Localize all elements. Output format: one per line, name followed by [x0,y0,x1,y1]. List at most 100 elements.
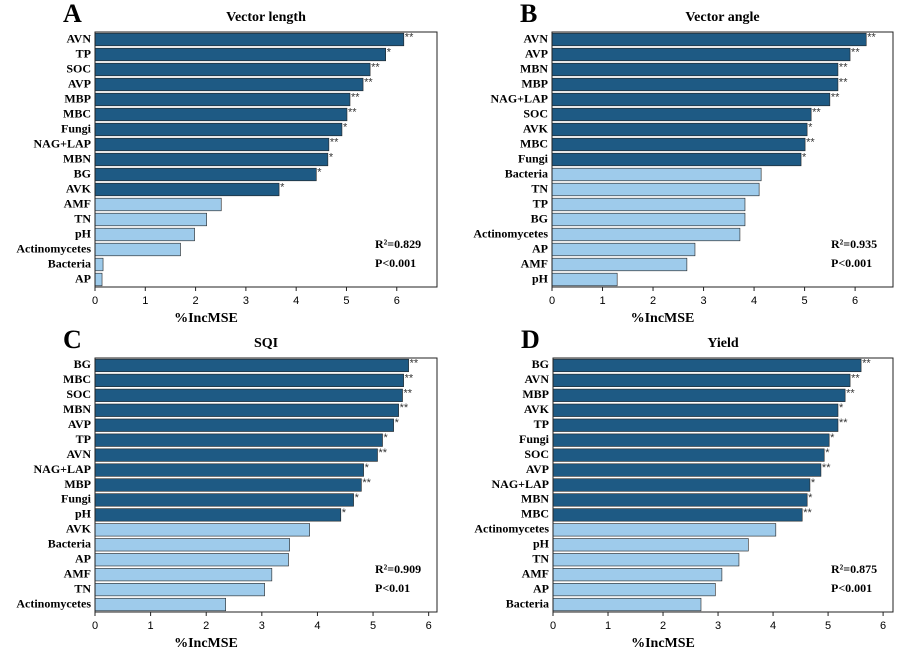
significance: ** [330,136,339,148]
bar [94,167,317,182]
category-label: NAG+LAP [490,91,548,105]
category-label: BG [531,211,548,225]
plot-frame [94,31,438,288]
bar [94,523,310,537]
bar [551,137,806,152]
significance: * [825,447,830,459]
significance: ** [364,76,373,88]
category-label: AVN [67,447,92,461]
category-label: AP [532,241,548,255]
category-label: AVN [67,31,92,45]
bar [552,508,803,522]
x-tick-label: 5 [370,620,376,632]
significance: ** [812,106,821,118]
bar [551,197,746,212]
bar [552,553,740,567]
significance: * [811,477,816,489]
x-tick-label: 4 [314,620,320,632]
bar [552,538,749,552]
bar [552,358,862,373]
bar [552,478,811,492]
category-label: Bacteria [48,537,91,551]
category-label: MBN [63,151,91,165]
chart-title: Vector length [226,10,306,25]
bar [94,418,394,432]
bar [551,122,808,137]
bar [551,167,762,182]
category-label: NAG+LAP [33,136,91,150]
significance: * [830,432,835,444]
category-label: Actinomycetes [16,596,91,610]
x-axis-label: %IncMSE [174,311,238,326]
x-tick-label: 6 [852,295,858,307]
category-label: pH [532,271,549,285]
significance: ** [362,477,371,489]
significance: ** [851,372,860,384]
bar [94,107,348,122]
x-tick-label: 3 [700,295,706,307]
bar [552,373,851,387]
bar [94,92,351,107]
significance: ** [851,46,860,58]
significance: ** [839,61,848,73]
category-label: AP [75,551,91,565]
annotation: P<0.001 [831,581,872,595]
bar [94,403,399,417]
x-tick-label: 3 [715,620,721,632]
category-label: TN [532,551,549,565]
category-label: Bacteria [505,166,548,180]
bar [94,448,378,462]
bar [551,272,618,287]
category-label: SOC [523,106,548,120]
category-label: AVP [525,46,548,60]
category-label: Actinomycetes [474,522,549,536]
x-tick-label: 1 [605,620,611,632]
significance: ** [404,387,413,399]
bar [94,242,181,257]
bar [552,493,808,507]
significance: ** [400,402,409,414]
significance: ** [839,76,848,88]
category-label: TP [76,432,91,446]
bar [552,568,723,582]
bar [94,358,409,373]
significance: ** [371,61,380,73]
x-tick-label: 2 [660,620,666,632]
significance: * [387,46,392,58]
x-tick-label: 2 [193,295,199,307]
bar [551,62,839,77]
significance: * [342,507,347,519]
bar [94,493,354,507]
significance: ** [831,91,840,103]
significance: * [808,121,813,133]
plot-frame [552,357,894,613]
x-axis-label: %IncMSE [174,636,238,651]
category-label: MBN [63,402,91,416]
category-label: Actinomycetes [16,241,91,255]
bar [552,388,846,402]
bar [552,403,839,417]
x-tick-label: 0 [92,620,98,632]
category-label: MBN [520,61,548,75]
x-tick-label: 2 [650,295,656,307]
significance: ** [410,357,419,369]
x-tick-label: 0 [549,295,555,307]
annotation: R²=0.829 [375,237,421,251]
category-label: AVP [68,417,91,431]
category-label: AVN [524,31,549,45]
category-label: AMF [521,256,548,270]
significance: * [355,492,360,504]
x-tick-label: 6 [880,620,886,632]
bar [551,77,839,92]
category-label: AP [533,581,549,595]
category-label: MBC [63,372,91,386]
bar [551,92,831,107]
bar [552,418,839,432]
bar [94,373,404,387]
x-tick-label: 3 [259,620,265,632]
x-tick-label: 5 [802,295,808,307]
category-label: AVK [523,121,549,135]
category-label: TP [76,46,91,60]
bar [94,212,207,227]
annotation: P<0.001 [831,256,872,270]
